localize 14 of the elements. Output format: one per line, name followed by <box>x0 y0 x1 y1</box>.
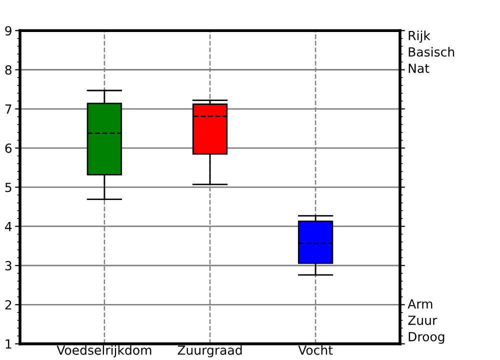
y-tick-label: 9 <box>5 26 12 36</box>
text: Arm Zuur Droog <box>408 299 444 344</box>
y-tick-label: 3 <box>5 260 12 270</box>
text: Rijk Basisch Nat <box>408 30 454 74</box>
y-tick-label: 2 <box>5 300 12 310</box>
y-tick-label: 6 <box>5 144 12 153</box>
y-tick-label: 5 <box>5 182 12 192</box>
x-tick-label: Zuurgraad <box>178 345 242 358</box>
x-tick-label: Voedselrijkdom <box>56 345 152 358</box>
y-tick-label: 8 <box>5 65 12 75</box>
y-tick-label: 4 <box>5 222 12 232</box>
y-tick-label: 1 <box>6 339 12 349</box>
x-tick-label: Vocht <box>298 345 333 355</box>
y-tick-label: 7 <box>5 104 12 114</box>
